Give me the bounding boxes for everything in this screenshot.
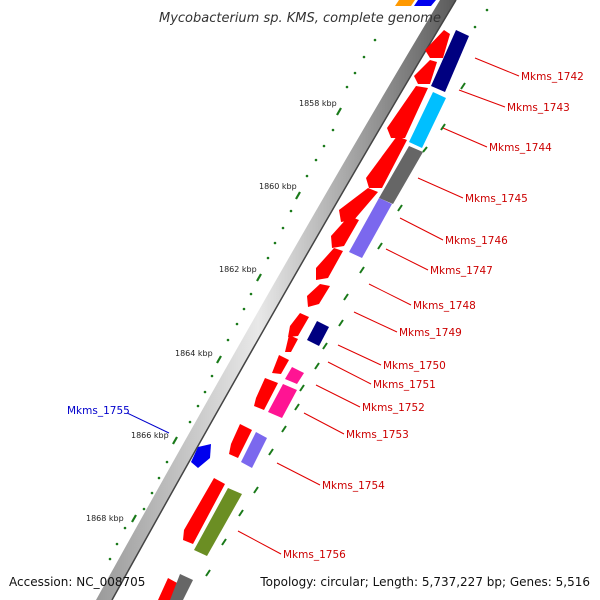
scale-dot bbox=[273, 241, 277, 245]
gene-label-mkms-1756[interactable]: Mkms_1756 bbox=[283, 549, 346, 561]
scale-label: 1860 kbp bbox=[259, 182, 297, 191]
gene-arrow[interactable] bbox=[229, 424, 252, 458]
scale-major-tick bbox=[295, 191, 301, 200]
scale-dot bbox=[142, 507, 146, 511]
scale-dot bbox=[108, 557, 112, 561]
scale-dot bbox=[157, 476, 161, 480]
gene-arrow[interactable] bbox=[387, 86, 428, 138]
gene-block-lavender-small[interactable] bbox=[241, 432, 267, 468]
scale-dot bbox=[331, 128, 335, 132]
scale-dot bbox=[188, 420, 192, 424]
gene-label-mkms-1750[interactable]: Mkms_1750 bbox=[383, 360, 446, 372]
scale-dot bbox=[115, 542, 119, 546]
partial-gene-top-orange[interactable] bbox=[395, 0, 415, 6]
accession-text: Accession: NC_008705 bbox=[9, 575, 145, 589]
gene-block-navy-small[interactable] bbox=[307, 321, 329, 346]
gene-arrow[interactable] bbox=[272, 355, 289, 374]
gene-arrow[interactable] bbox=[366, 136, 407, 188]
scale-dot bbox=[226, 338, 230, 342]
scale-dot bbox=[345, 85, 349, 89]
scale-dot bbox=[473, 25, 477, 29]
forward-cds-track bbox=[158, 30, 450, 600]
scale-label: 1868 kbp bbox=[86, 514, 124, 523]
scale-dot bbox=[203, 390, 207, 394]
scale-dot bbox=[123, 526, 127, 530]
gene-label-mkms-1744[interactable]: Mkms_1744 bbox=[489, 142, 552, 154]
scale-major-tick bbox=[336, 107, 342, 116]
gene-block-lavender[interactable] bbox=[349, 198, 392, 258]
map-title: Mycobacterium sp. KMS, complete genome bbox=[159, 11, 441, 26]
partial-gene-top-blue[interactable] bbox=[414, 0, 436, 6]
scale-dot bbox=[266, 256, 270, 260]
gene-block-olive[interactable] bbox=[194, 488, 242, 556]
scale-dot bbox=[373, 38, 377, 42]
scale-dot bbox=[362, 55, 366, 59]
gene-label-mkms-1751[interactable]: Mkms_1751 bbox=[373, 379, 436, 391]
scale-major-tick bbox=[131, 514, 137, 523]
scale-label: 1858 kbp bbox=[299, 99, 337, 108]
scale-labels: 1858 kbp 1860 kbp 1862 kbp 1864 kbp 1866… bbox=[86, 99, 337, 523]
scale-dot bbox=[485, 8, 489, 12]
gene-arrow[interactable] bbox=[339, 188, 378, 222]
colored-gene-track bbox=[170, 30, 469, 600]
gene-label-mkms-1754[interactable]: Mkms_1754 bbox=[322, 480, 385, 492]
gene-label-mkms-1745[interactable]: Mkms_1745 bbox=[465, 193, 528, 205]
gene-arrow[interactable] bbox=[285, 335, 298, 352]
gene-label-mkms-1747[interactable]: Mkms_1747 bbox=[430, 265, 493, 277]
scale-dot bbox=[242, 307, 246, 311]
gene-block-pink[interactable] bbox=[268, 384, 297, 418]
topology-text: Topology: circular; Length: 5,737,227 bp… bbox=[259, 575, 590, 589]
gene-block-magenta[interactable] bbox=[285, 367, 304, 384]
scale-major-tick bbox=[172, 436, 178, 445]
scale-dot bbox=[165, 460, 169, 464]
scale-track bbox=[108, 8, 489, 561]
gene-label-mkms-1743[interactable]: Mkms_1743 bbox=[507, 102, 570, 114]
gene-block-navy[interactable] bbox=[431, 30, 469, 92]
label-connectors bbox=[237, 57, 520, 555]
scale-major-ticks bbox=[131, 107, 342, 523]
gene-label-mkms-1746[interactable]: Mkms_1746 bbox=[445, 235, 508, 247]
gene-block-gray-bottom[interactable] bbox=[170, 574, 193, 600]
scale-dot bbox=[196, 404, 200, 408]
scale-label: 1862 kbp bbox=[219, 265, 257, 274]
scale-major-tick bbox=[256, 273, 262, 282]
gene-arrow[interactable] bbox=[307, 284, 330, 307]
gene-label-mkms-1748[interactable]: Mkms_1748 bbox=[413, 300, 476, 312]
scale-label: 1864 kbp bbox=[175, 349, 213, 358]
inner-ticks bbox=[205, 82, 466, 577]
gene-block-mkms-1755[interactable] bbox=[191, 444, 211, 468]
gene-arrow[interactable] bbox=[288, 313, 309, 337]
scale-dot bbox=[235, 322, 239, 326]
gene-block-gray[interactable] bbox=[379, 146, 423, 204]
scale-dot bbox=[249, 292, 253, 296]
genome-backbone-edge bbox=[111, 0, 457, 600]
genome-backbone bbox=[96, 0, 456, 600]
gene-label-mkms-1742[interactable]: Mkms_1742 bbox=[521, 71, 584, 83]
gene-arrow[interactable] bbox=[254, 378, 278, 410]
gene-label-mkms-1752[interactable]: Mkms_1752 bbox=[362, 402, 425, 414]
scale-dot bbox=[305, 174, 309, 178]
scale-dot bbox=[322, 144, 326, 148]
scale-label: 1866 kbp bbox=[131, 431, 169, 440]
gene-label-mkms-1749[interactable]: Mkms_1749 bbox=[399, 327, 462, 339]
scale-dot bbox=[210, 374, 214, 378]
gene-arrow[interactable] bbox=[183, 478, 225, 544]
gene-label-mkms-1755[interactable]: Mkms_1755 bbox=[67, 405, 130, 417]
scale-dot bbox=[289, 209, 293, 213]
gene-arrow[interactable] bbox=[316, 248, 343, 280]
scale-dot bbox=[353, 71, 357, 75]
gene-arrow[interactable] bbox=[414, 60, 437, 84]
gene-arrow[interactable] bbox=[331, 216, 359, 248]
gene-block-cyan[interactable] bbox=[409, 92, 446, 148]
gene-arrow[interactable] bbox=[425, 30, 450, 58]
label-connector-mkms-1755 bbox=[126, 412, 170, 434]
scale-dot bbox=[150, 491, 154, 495]
scale-dot bbox=[314, 158, 318, 162]
scale-dot bbox=[281, 226, 285, 230]
gene-label-mkms-1753[interactable]: Mkms_1753 bbox=[346, 429, 409, 441]
scale-major-tick bbox=[216, 355, 222, 364]
gene-labels: Mkms_1742 Mkms_1743 Mkms_1744 Mkms_1745 … bbox=[67, 71, 584, 561]
